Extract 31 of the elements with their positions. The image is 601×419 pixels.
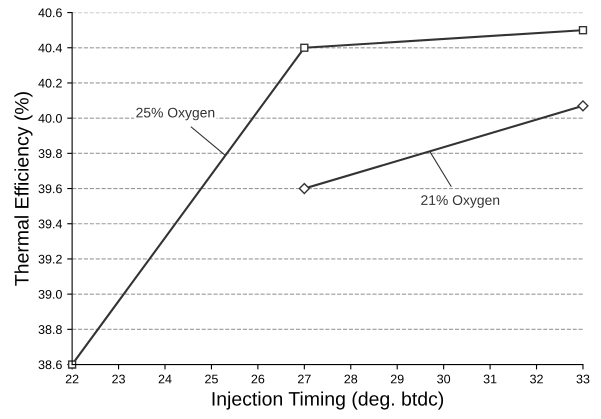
x-tick-label: 22: [66, 374, 78, 384]
x-tick-label: 28: [344, 374, 358, 384]
x-axis-title: Injection Timing (deg. btdc): [212, 391, 444, 410]
x-tick-label: 29: [390, 374, 404, 384]
point: [578, 26, 588, 34]
x-tick-label: 32: [530, 374, 543, 384]
x-tick-label: 24: [158, 374, 172, 384]
y-tick-label: 40.6: [38, 8, 62, 18]
y-tick-label: 38.6: [38, 360, 62, 370]
y-axis-title: Thermal Efficiency (%): [14, 92, 33, 286]
y-tick-label: 39.6: [38, 184, 62, 194]
y-tick-label: 40.0: [38, 114, 62, 123]
x-tick-label: 31: [484, 374, 496, 384]
y-tick-label: 40.4: [38, 44, 62, 52]
x-tick-label: 33: [576, 374, 590, 384]
x-tick-label: 26: [252, 374, 264, 384]
point: [300, 44, 308, 52]
y-tick-label: 39.8: [38, 149, 62, 158]
y-tick-label: 39.4: [38, 220, 62, 228]
x-tick-label: 27: [298, 374, 311, 384]
text: 25% Oxygen: [136, 108, 214, 120]
x-tick-label: 23: [112, 374, 125, 384]
point: [298, 182, 310, 194]
x-tick-label: 25: [205, 374, 218, 384]
x-tick-label: 30: [437, 374, 450, 384]
y-tick-label: 40.2: [38, 78, 62, 88]
point: [577, 100, 589, 112]
y-tick-label: 39.2: [38, 254, 62, 264]
y-tick-label: 38.8: [38, 325, 62, 334]
text: 21% Oxygen: [421, 195, 500, 208]
y-tick-label: 39.0: [38, 290, 62, 299]
